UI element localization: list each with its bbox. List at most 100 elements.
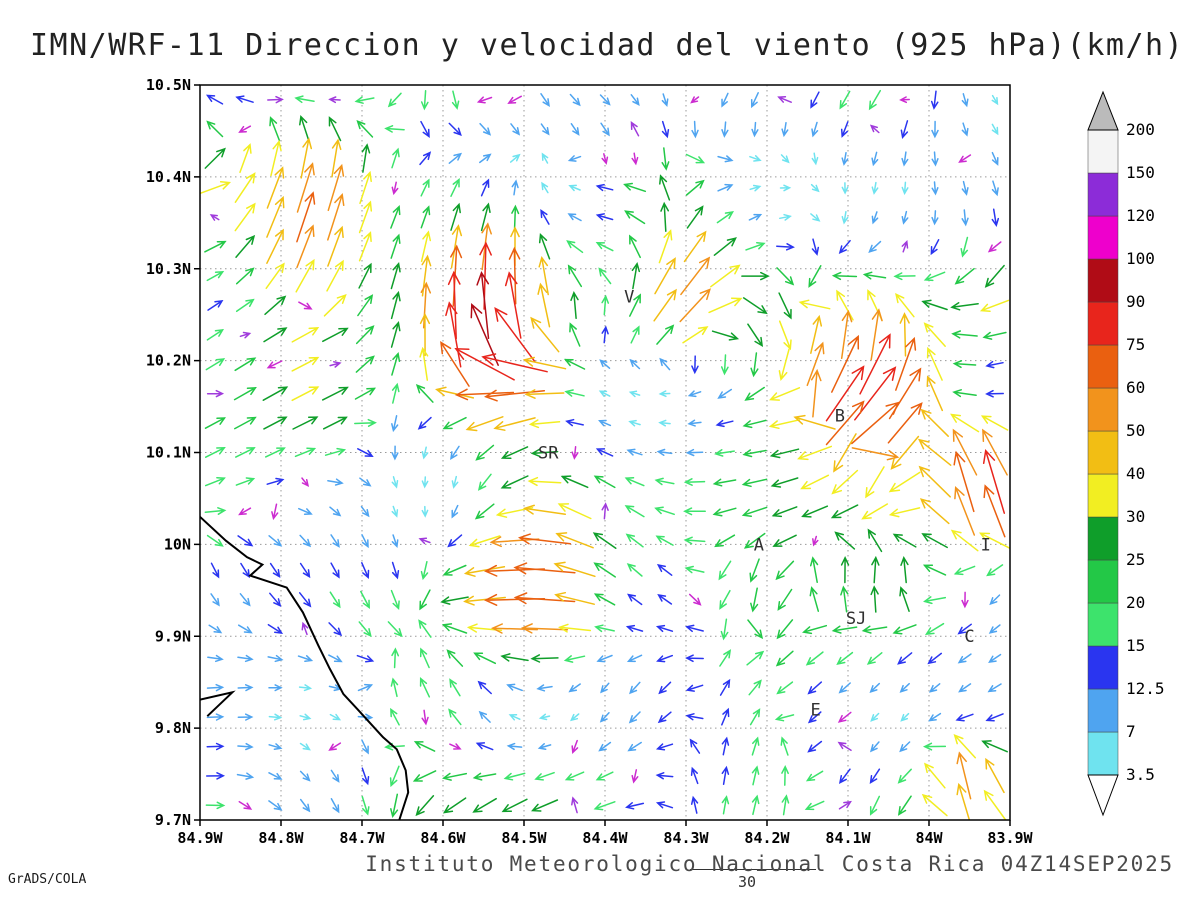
wind-vector xyxy=(831,334,860,393)
wind-vector xyxy=(851,447,900,461)
wind-vector xyxy=(988,624,1001,634)
wind-vector xyxy=(387,621,403,638)
wind-vector xyxy=(627,741,642,752)
wind-vector xyxy=(888,471,921,493)
wind-vector xyxy=(685,624,704,633)
grads-credit: GrADS/COLA xyxy=(8,872,87,887)
wind-vector xyxy=(661,147,670,171)
wind-vector xyxy=(601,325,609,344)
wind-vector xyxy=(923,762,946,789)
wind-vector xyxy=(262,386,289,401)
wind-vector xyxy=(922,564,947,576)
wind-vector xyxy=(475,444,495,461)
wind-vector xyxy=(809,586,820,612)
wind-vector xyxy=(494,307,536,363)
wind-vector xyxy=(779,213,792,221)
wind-vector xyxy=(626,563,643,577)
wind-vector xyxy=(263,416,288,430)
wind-vector xyxy=(238,125,252,133)
wind-vector xyxy=(956,782,971,820)
wind-vector xyxy=(419,346,429,381)
x-tick-label: 84.6W xyxy=(420,829,466,847)
wind-vector xyxy=(989,594,1001,606)
wind-vector xyxy=(440,341,470,387)
wind-vector xyxy=(479,153,492,164)
wind-vector xyxy=(931,210,939,226)
wind-vector xyxy=(774,713,795,722)
wind-vector xyxy=(952,360,977,369)
wind-vector xyxy=(746,650,765,666)
wind-vector xyxy=(953,450,975,513)
wind-vector xyxy=(361,739,369,755)
wind-vector xyxy=(838,768,851,784)
wind-vector xyxy=(509,153,521,163)
wind-vector xyxy=(504,271,522,339)
wind-vector xyxy=(454,388,515,401)
wind-vector xyxy=(923,271,946,282)
wind-vector xyxy=(530,654,559,663)
wind-vector xyxy=(391,382,400,404)
wind-vector xyxy=(391,181,399,196)
wind-vector xyxy=(781,794,790,816)
wind-vector xyxy=(354,418,377,427)
wind-vector xyxy=(478,710,491,723)
wind-vector xyxy=(390,262,401,290)
wind-vector xyxy=(658,229,673,264)
wind-vector xyxy=(655,624,674,633)
wind-vector xyxy=(500,446,529,460)
wind-vector xyxy=(658,681,672,695)
wind-vector xyxy=(810,183,820,193)
wind-vector xyxy=(451,504,459,519)
wind-vector xyxy=(601,294,610,316)
wind-vector xyxy=(598,267,612,285)
wind-vector xyxy=(296,162,315,213)
wind-vector xyxy=(239,593,251,607)
wind-vector xyxy=(747,619,764,640)
wind-vector xyxy=(522,504,567,515)
wind-vector xyxy=(921,299,948,311)
wind-vector xyxy=(531,799,559,812)
wind-vector xyxy=(421,505,429,518)
wind-vector xyxy=(476,270,490,340)
y-tick-label: 10.3N xyxy=(146,260,191,278)
wind-vector xyxy=(930,90,939,110)
wind-vector xyxy=(683,230,707,263)
wind-vector xyxy=(987,241,1002,253)
wind-vector xyxy=(892,533,917,548)
colorbar-label: 150 xyxy=(1126,163,1155,182)
wind-vector xyxy=(601,502,609,520)
wind-vector xyxy=(685,448,704,457)
wind-vector xyxy=(660,201,670,232)
wind-vector xyxy=(920,408,949,437)
wind-vector xyxy=(801,505,829,518)
wind-vector xyxy=(682,326,709,344)
wind-vector xyxy=(991,180,999,197)
contour-label: 30 xyxy=(738,873,757,891)
colorbar-segment xyxy=(1087,430,1119,475)
wind-vector xyxy=(447,270,461,340)
wind-vector xyxy=(928,683,941,693)
wind-vector xyxy=(501,798,528,813)
wind-vector xyxy=(691,355,699,375)
wind-vector xyxy=(683,507,706,516)
wind-vector xyxy=(749,184,762,192)
wind-vector xyxy=(798,299,831,310)
wind-vector xyxy=(234,172,256,203)
wind-vector xyxy=(450,445,460,461)
y-tick-label: 10.4N xyxy=(146,168,191,186)
wind-vector xyxy=(450,202,461,231)
wind-vector xyxy=(421,476,429,489)
wind-vector xyxy=(601,153,609,165)
wind-vector xyxy=(840,121,849,138)
wind-vector xyxy=(720,618,729,641)
wind-vector xyxy=(836,289,854,321)
wind-vector xyxy=(983,484,1006,538)
wind-vector xyxy=(301,477,310,488)
colorbar-segment xyxy=(1087,516,1119,561)
wind-vector xyxy=(329,361,342,368)
wind-vector xyxy=(477,473,492,491)
wind-vector xyxy=(769,448,800,459)
wind-vector xyxy=(299,534,312,548)
wind-vector xyxy=(569,713,580,722)
